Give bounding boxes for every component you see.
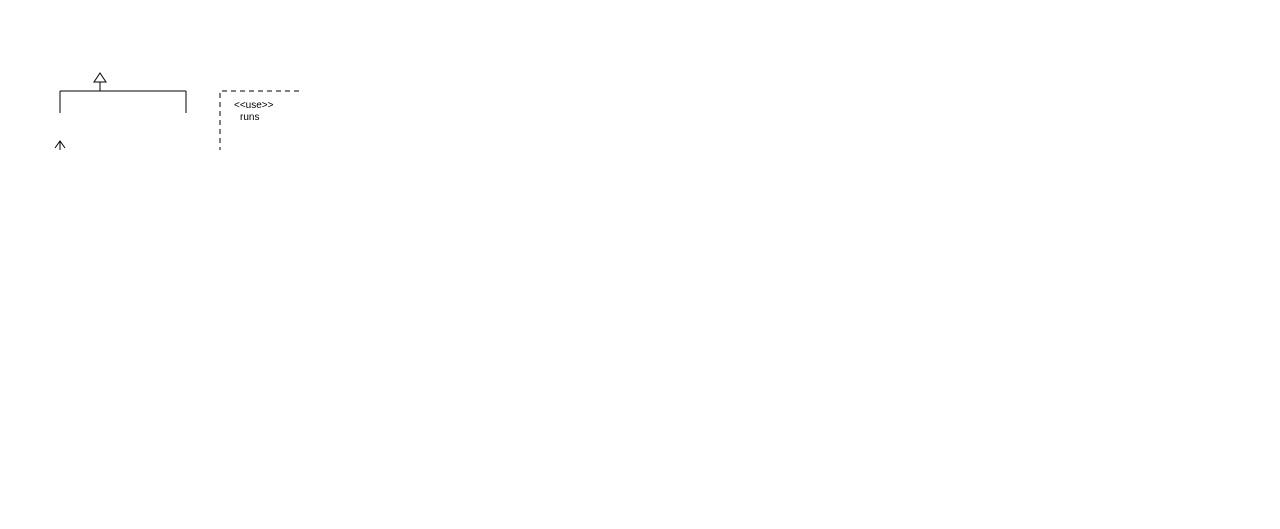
svg-text:runs: runs	[240, 112, 259, 123]
svg-text:<<use>>: <<use>>	[234, 100, 274, 111]
edge	[60, 141, 166, 150]
edge	[220, 73, 300, 150]
